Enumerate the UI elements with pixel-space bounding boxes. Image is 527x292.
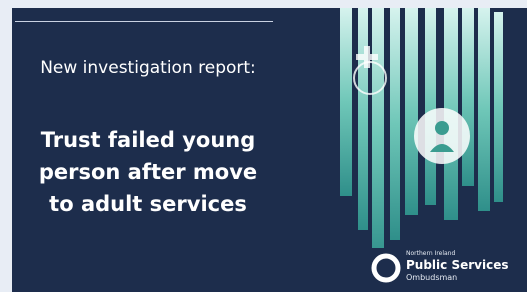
headline-line: person after move xyxy=(12,156,284,188)
card: New investigation report: Trust failed y… xyxy=(12,8,527,292)
intro: New investigation report: xyxy=(12,58,284,78)
stripe-art xyxy=(332,8,527,248)
divider xyxy=(15,21,273,22)
logo-name: Public Services xyxy=(406,258,508,272)
logo-region: Northern Ireland xyxy=(406,250,455,257)
headline-line: to adult services xyxy=(12,188,284,220)
headline-line: Trust failed young xyxy=(12,124,284,156)
logo-mark xyxy=(370,252,402,284)
page: {"intro": "New investigation report:", "… xyxy=(0,0,527,292)
headline: Trust failed young person after move to … xyxy=(12,124,284,220)
logo: Northern Ireland Public Services Ombudsm… xyxy=(370,250,520,286)
logo-sub: Ombudsman xyxy=(406,273,457,282)
